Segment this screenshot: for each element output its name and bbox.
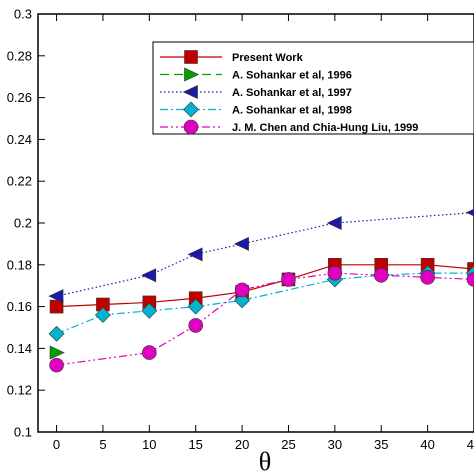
legend-marker — [184, 50, 198, 64]
data-point-series-4 — [48, 325, 65, 342]
data-point-series-3 — [141, 268, 157, 283]
x-tick-label: 10 — [142, 437, 156, 452]
series-line-5 — [56, 272, 474, 366]
y-tick-label: 0.16 — [7, 299, 32, 314]
x-axis-label: θ — [259, 447, 271, 474]
data-point-series-5 — [234, 282, 250, 298]
data-point-series-2 — [49, 345, 65, 360]
legend-label: Present Work — [232, 52, 304, 64]
y-tick-label: 0.24 — [7, 132, 32, 147]
series-markers — [48, 208, 474, 373]
data-point-series-5 — [281, 272, 296, 287]
x-tick-label: 15 — [188, 437, 202, 452]
data-point-series-5 — [420, 270, 435, 285]
y-tick-label: 0.26 — [7, 90, 32, 105]
legend-label: A. Sohankar et al, 1998 — [232, 105, 352, 117]
legend-label: J. M. Chen and Chia-Hung Liu, 1999 — [232, 122, 418, 134]
series-line-4 — [56, 272, 474, 335]
data-point-series-5 — [188, 318, 204, 333]
data-point-series-3 — [465, 208, 474, 217]
x-tick-label: 35 — [374, 437, 388, 452]
data-point-series-5 — [49, 357, 64, 373]
data-point-series-3 — [48, 289, 64, 304]
x-tick-label: 30 — [328, 437, 342, 452]
legend-marker — [182, 85, 198, 99]
series-line-1 — [56, 264, 474, 308]
y-tick-label: 0.22 — [7, 174, 32, 189]
data-point-series-3 — [187, 247, 203, 262]
data-point-series-5 — [466, 272, 474, 287]
y-tick-label: 0.1 — [14, 425, 32, 440]
data-point-series-5 — [327, 265, 343, 281]
x-tick-label: 40 — [420, 437, 434, 452]
data-point-series-4 — [187, 298, 204, 315]
legend-marker — [183, 119, 199, 135]
legend-label: A. Sohankar et al, 1997 — [232, 87, 352, 99]
legend-marker — [184, 67, 200, 82]
series-line-3 — [56, 211, 474, 297]
data-point-series-3 — [326, 216, 342, 230]
y-tick-label: 0.28 — [7, 48, 32, 63]
legend-label: A. Sohankar et al, 1996 — [232, 70, 352, 82]
x-axis-title: θ — [259, 447, 271, 474]
x-tick-label: 5 — [99, 437, 106, 452]
data-point-series-4 — [234, 292, 251, 309]
x-tick-label: 0 — [53, 437, 60, 452]
y-tick-label: 0.12 — [7, 383, 32, 398]
x-tick-label: 25 — [281, 437, 295, 452]
y-tick-label: 0.18 — [7, 257, 32, 272]
legend: Present Work A. Sohankar et al, 1996 A. So… — [152, 41, 474, 135]
x-tick-label: 20 — [235, 437, 249, 452]
data-point-series-4 — [141, 302, 158, 319]
legend-marker — [183, 101, 199, 118]
axis-ticks: 0 5 10 15 20 25 30 35 40 45 0.1 0.12 0.14 0.16 0.18 0.2… — [7, 7, 474, 452]
data-point-series-5 — [142, 345, 157, 360]
data-point-series-5 — [373, 267, 389, 283]
series-lines — [56, 211, 474, 366]
y-tick-label: 0.14 — [7, 341, 32, 356]
data-point-series-1 — [49, 299, 64, 314]
y-tick-label: 0.3 — [14, 7, 32, 22]
data-point-series-4 — [95, 307, 111, 323]
data-point-series-3 — [233, 236, 249, 251]
x-tick-label: 45 — [467, 437, 474, 452]
y-tick-label: 0.2 — [14, 216, 32, 231]
